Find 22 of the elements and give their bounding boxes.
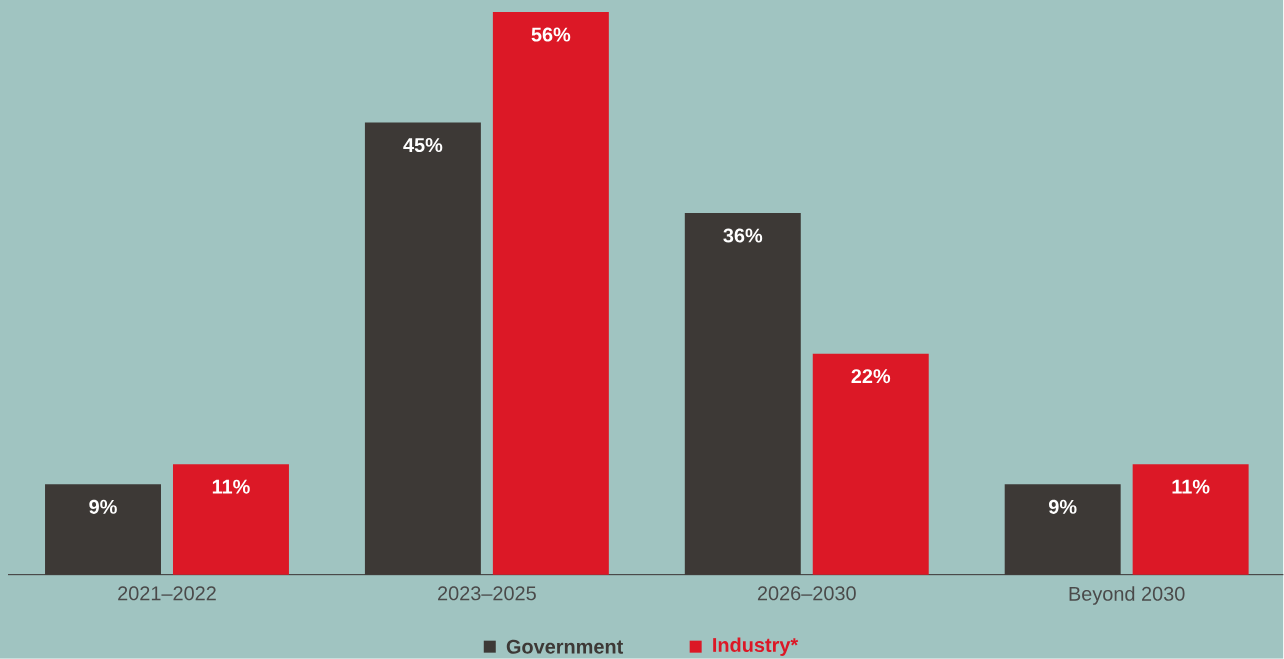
data-label: 9% — [1048, 499, 1077, 515]
x-tick-label: Beyond 2030 — [1069, 586, 1185, 605]
bar — [1132, 464, 1249, 575]
bar — [1004, 484, 1121, 575]
legend-label: Industry* — [713, 637, 799, 657]
data-label: 56% — [531, 27, 571, 42]
bar — [45, 484, 161, 575]
data-label: 36% — [723, 228, 763, 243]
bar — [684, 213, 801, 575]
bar — [812, 353, 929, 575]
bar — [172, 464, 289, 575]
bar — [492, 12, 609, 575]
data-label: 45% — [403, 138, 443, 153]
data-label: 11% — [1172, 479, 1210, 494]
data-label: 22% — [851, 369, 891, 384]
bar — [364, 122, 481, 575]
x-tick-label: 2026–2030 — [757, 586, 856, 601]
x-tick-label: 2023–2025 — [438, 586, 536, 601]
data-label: 11% — [212, 479, 250, 494]
data-label: 9% — [89, 499, 117, 515]
legend-label: Government — [506, 639, 624, 654]
x-tick-label: 2021–2022 — [118, 586, 216, 601]
